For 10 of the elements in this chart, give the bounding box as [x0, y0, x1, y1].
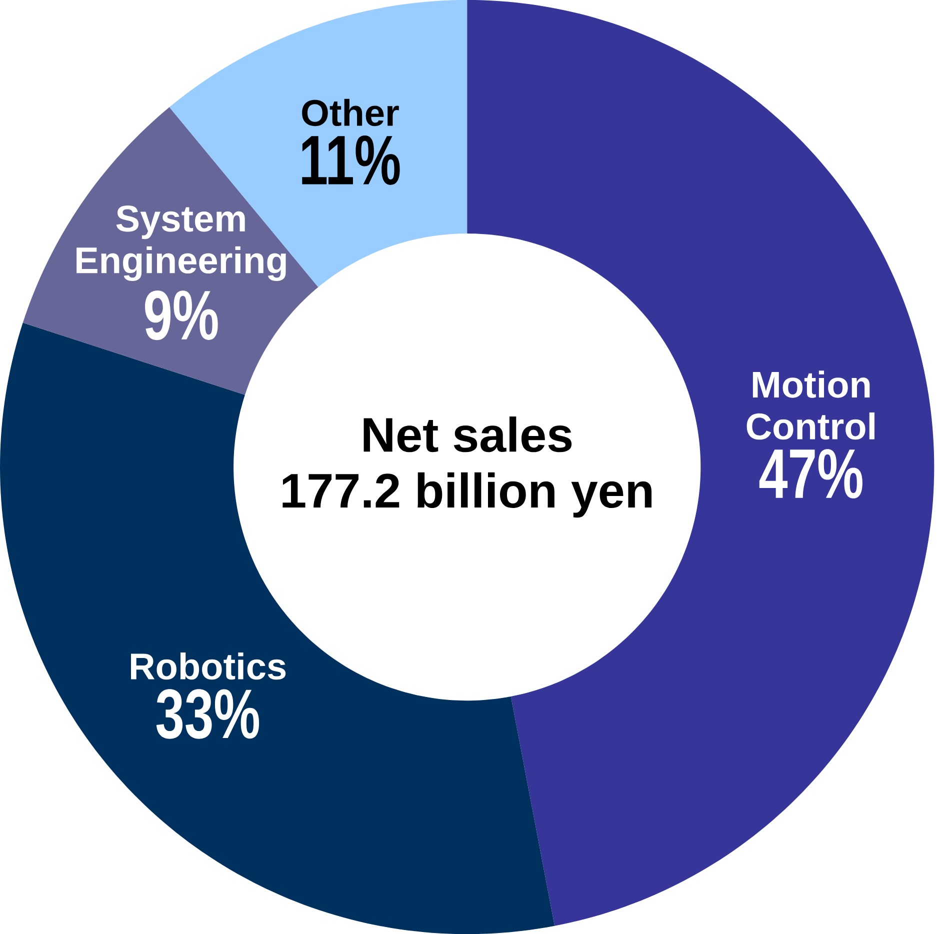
slice-label: Motion Control [746, 370, 874, 440]
slice-label: System Engineering [76, 205, 286, 281]
slice-label: Robotics [131, 652, 286, 680]
data-label: 11% [302, 135, 400, 185]
data-label: 9% [145, 290, 218, 340]
data-label: 33% [156, 689, 260, 739]
slice-label: Other [302, 98, 399, 126]
data-label: 47% [759, 449, 862, 498]
text: 177.2 billion yen [282, 472, 652, 518]
text: Net sales [364, 416, 572, 452]
